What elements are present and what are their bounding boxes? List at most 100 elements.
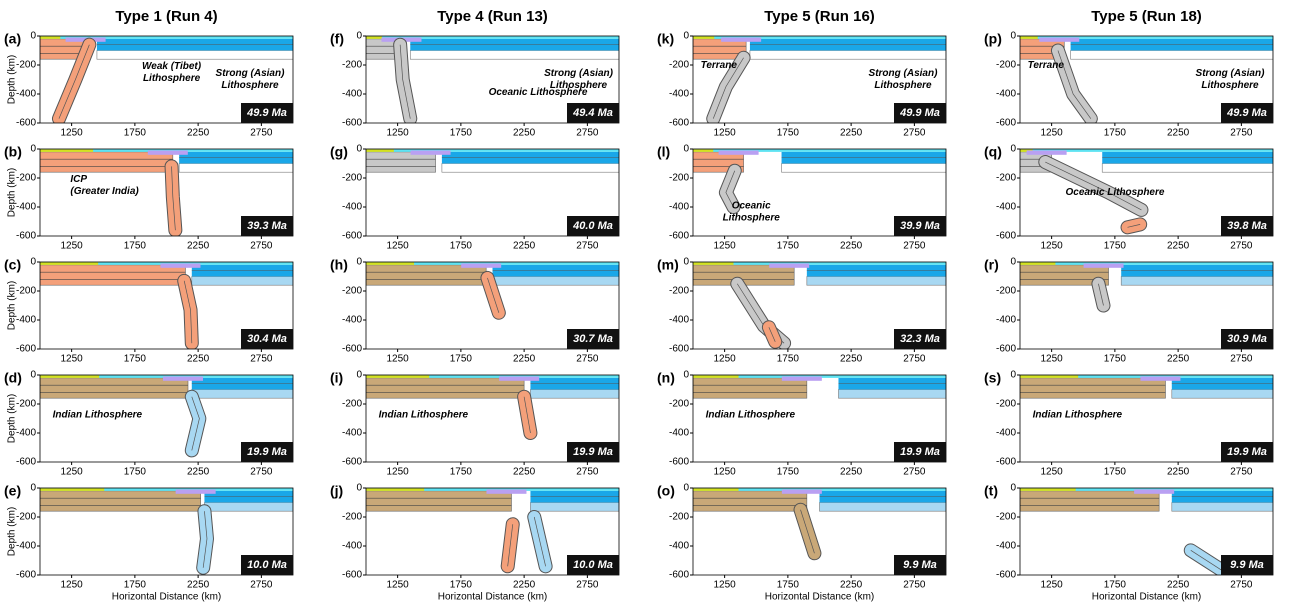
y-tick-label: -600 — [669, 344, 689, 355]
crust-strip — [769, 263, 809, 267]
crust-strip — [40, 262, 98, 264]
y-tick-label: 0 — [356, 144, 362, 155]
x-tick-label: 1250 — [714, 580, 737, 591]
panel-label: (h) — [330, 257, 348, 273]
indian-lithosphere — [1020, 491, 1159, 511]
panel: 0-200-400-6001250175022502750(p)49.9 MaT… — [984, 31, 1273, 139]
y-tick-label: -200 — [996, 512, 1016, 523]
y-tick-label: -600 — [669, 457, 689, 468]
x-tick-label: 2750 — [576, 467, 599, 478]
x-tick-label: 1750 — [1104, 128, 1127, 139]
x-tick-label: 2250 — [513, 354, 536, 365]
asian-lower — [1071, 51, 1273, 60]
asian-lower — [493, 277, 620, 286]
y-tick-label: -600 — [996, 570, 1016, 581]
crust-strip — [163, 376, 203, 380]
y-tick-label: 0 — [683, 257, 689, 268]
indian-lithosphere — [366, 265, 486, 285]
y-tick-label: -600 — [669, 570, 689, 581]
y-tick-label: 0 — [356, 257, 362, 268]
x-tick-label: 1750 — [450, 128, 473, 139]
x-tick-label: 2750 — [1230, 354, 1253, 365]
y-tick-label: 0 — [356, 370, 362, 381]
crust-strip — [40, 375, 99, 377]
crust-strip — [40, 36, 60, 38]
annotation: Lithosphere — [143, 73, 201, 84]
crust-strip — [411, 150, 451, 154]
x-tick-label: 1750 — [450, 354, 473, 365]
x-tick-label: 1750 — [777, 241, 800, 252]
age-label: 49.9 Ma — [1226, 107, 1267, 119]
y-tick-label: -200 — [16, 286, 36, 297]
x-tick-label: 1250 — [61, 241, 84, 252]
column-title: Type 5 (Run 16) — [764, 8, 875, 25]
x-tick-label: 2250 — [1167, 241, 1190, 252]
x-tick-label: 2250 — [1167, 354, 1190, 365]
x-tick-label: 1250 — [387, 467, 410, 478]
y-tick-label: -400 — [996, 541, 1016, 552]
panel-label: (t) — [984, 483, 998, 499]
asian-lower — [530, 503, 619, 512]
crust-strip — [366, 36, 382, 38]
y-tick-label: -400 — [342, 89, 362, 100]
panel-label: (p) — [984, 31, 1002, 47]
y-tick-label: 0 — [1010, 31, 1016, 42]
panel: 0-200-400-6001250175022502750(g)40.0 Ma — [330, 144, 619, 252]
y-tick-label: -600 — [996, 118, 1016, 129]
x-tick-label: 2750 — [1230, 241, 1253, 252]
y-tick-label: -600 — [342, 231, 362, 242]
asian-lower — [97, 51, 293, 60]
crust-strip — [176, 489, 216, 493]
x-tick-label: 1750 — [450, 241, 473, 252]
x-tick-label: 2750 — [576, 354, 599, 365]
x-tick-label: 2750 — [903, 128, 926, 139]
y-tick-label: -200 — [16, 399, 36, 410]
y-tick-label: 0 — [1010, 370, 1016, 381]
crust-strip — [1020, 262, 1273, 265]
crust-strip — [693, 262, 733, 264]
x-tick-label: 1750 — [124, 241, 147, 252]
y-tick-label: -400 — [669, 202, 689, 213]
x-tick-label: 1250 — [387, 128, 410, 139]
indian-lithosphere — [693, 491, 807, 511]
crust-strip — [160, 263, 200, 267]
crust-strip — [693, 375, 739, 377]
y-tick-label: -600 — [669, 231, 689, 242]
x-tick-label: 1250 — [714, 467, 737, 478]
crust-strip — [1084, 263, 1124, 267]
x-tick-label: 2250 — [513, 580, 536, 591]
crust-strip — [1140, 376, 1180, 380]
indian-lithosphere — [366, 378, 524, 398]
y-tick-label: -200 — [996, 173, 1016, 184]
panel: 0-200-400-6001250175022502750(d)19.9 MaI… — [4, 370, 293, 478]
crust-strip — [40, 149, 93, 151]
x-tick-label: 2750 — [250, 580, 273, 591]
asian-lower — [530, 390, 619, 399]
x-tick-label: 2250 — [1167, 580, 1190, 591]
indian-lithosphere — [40, 152, 173, 172]
age-label: 19.9 Ma — [900, 446, 940, 458]
panel: 0-200-400-6001250175022502750(k)49.9 MaT… — [657, 31, 946, 139]
y-tick-label: -600 — [16, 457, 36, 468]
x-tick-label: 2250 — [840, 467, 863, 478]
y-tick-label: -200 — [342, 399, 362, 410]
y-tick-label: -200 — [996, 399, 1016, 410]
y-tick-label: -400 — [996, 315, 1016, 326]
x-tick-label: 1250 — [1041, 354, 1064, 365]
y-axis-label: Depth (km) — [7, 507, 18, 556]
crust-strip — [1039, 37, 1079, 41]
crust-strip — [693, 488, 739, 490]
x-tick-label: 2250 — [187, 467, 210, 478]
x-tick-label: 1750 — [1104, 467, 1127, 478]
indian-lithosphere — [40, 265, 185, 285]
annotation: Indian Lithosphere — [1033, 410, 1123, 421]
y-tick-label: -200 — [996, 286, 1016, 297]
x-axis-label: Horizontal Distance (km) — [112, 592, 221, 603]
y-tick-label: 0 — [30, 31, 36, 42]
panel-label: (i) — [330, 370, 343, 386]
panel: 0-200-400-6001250175022502750(q)39.8 MaO… — [984, 144, 1273, 252]
annotation: Lithosphere — [550, 80, 608, 91]
x-tick-label: 1250 — [387, 241, 410, 252]
